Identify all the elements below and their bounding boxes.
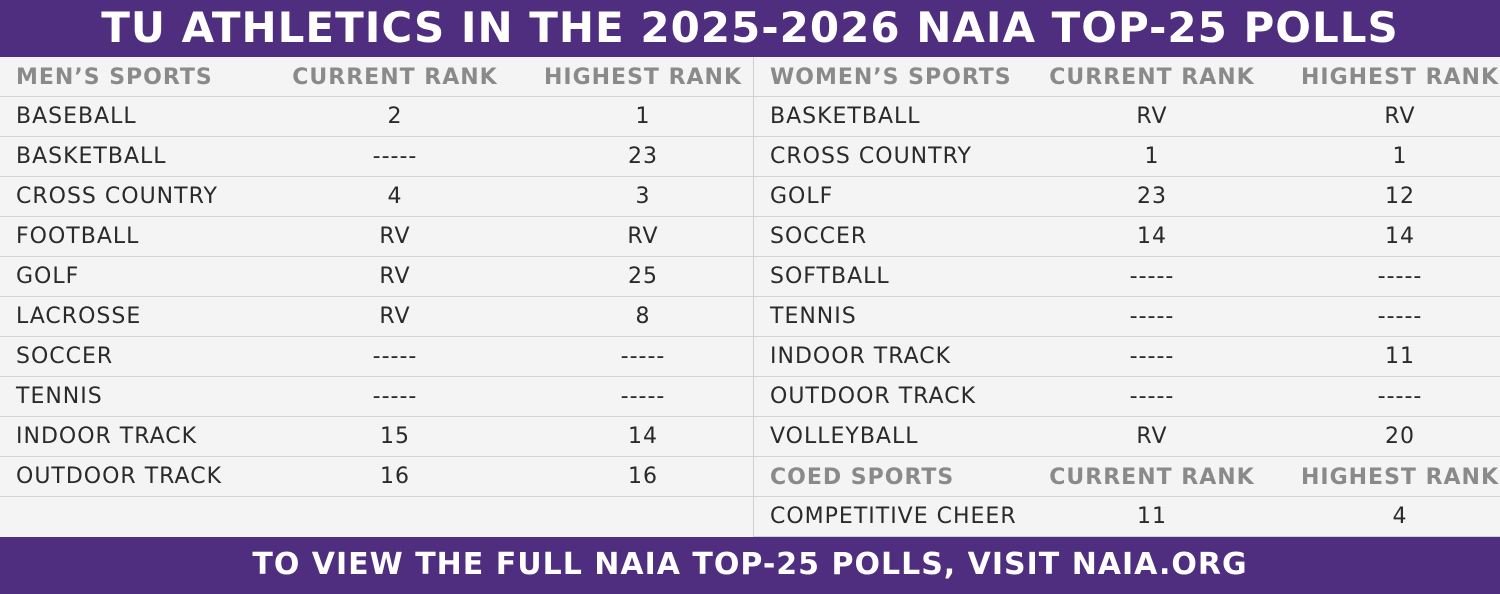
current-rank-value: RV bbox=[1136, 424, 1168, 449]
table-row: VOLLEYBALL RV 20 bbox=[754, 417, 1500, 457]
current-rank-value: RV bbox=[1136, 104, 1168, 129]
current-rank-value: 4 bbox=[387, 184, 403, 209]
column-header-current-rank: CURRENT RANK bbox=[1049, 465, 1255, 490]
mens-sports-header-row: MEN’S SPORTS CURRENT RANK HIGHEST RANK bbox=[0, 57, 753, 97]
table-row: SOFTBALL ----- ----- bbox=[754, 257, 1500, 297]
sport-name: INDOOR TRACK bbox=[16, 424, 198, 449]
sport-name: COMPETITIVE CHEER bbox=[770, 504, 1017, 529]
current-rank-value: ----- bbox=[1129, 384, 1175, 409]
page-title: TU ATHLETICS IN THE 2025-2026 NAIA TOP-2… bbox=[0, 0, 1500, 57]
highest-rank-value: ----- bbox=[620, 384, 666, 409]
highest-rank-value: 16 bbox=[628, 464, 658, 489]
mens-sports-table: MEN’S SPORTS CURRENT RANK HIGHEST RANK BASE… bbox=[0, 57, 754, 537]
column-header-current-rank: CURRENT RANK bbox=[292, 65, 498, 90]
sport-name: GOLF bbox=[16, 264, 80, 289]
table-row: INDOOR TRACK ----- 11 bbox=[754, 337, 1500, 377]
table-row: BASKETBALL ----- 23 bbox=[0, 137, 753, 177]
coed-sports-header-row: COED SPORTS CURRENT RANK HIGHEST RANK bbox=[754, 457, 1500, 497]
polls-table-area: MEN’S SPORTS CURRENT RANK HIGHEST RANK BASE… bbox=[0, 57, 1500, 537]
highest-rank-value: ----- bbox=[620, 344, 666, 369]
womens-coed-sports-table: WOMEN’S SPORTS CURRENT RANK HIGHEST RANK BA… bbox=[754, 57, 1500, 537]
current-rank-value: 14 bbox=[1137, 224, 1167, 249]
sport-name: TENNIS bbox=[16, 384, 103, 409]
column-header-sport: WOMEN’S SPORTS bbox=[770, 65, 1012, 90]
table-row: CROSS COUNTRY 1 1 bbox=[754, 137, 1500, 177]
highest-rank-value: RV bbox=[1384, 104, 1416, 129]
current-rank-value: 15 bbox=[380, 424, 410, 449]
highest-rank-value: RV bbox=[627, 224, 659, 249]
highest-rank-value: ----- bbox=[1377, 304, 1423, 329]
table-row: GOLF RV 25 bbox=[0, 257, 753, 297]
column-header-sport: MEN’S SPORTS bbox=[16, 65, 213, 90]
highest-rank-value: 12 bbox=[1385, 184, 1415, 209]
highest-rank-value: 14 bbox=[628, 424, 658, 449]
highest-rank-value: 1 bbox=[635, 104, 651, 129]
sport-name: VOLLEYBALL bbox=[770, 424, 919, 449]
table-row: GOLF 23 12 bbox=[754, 177, 1500, 217]
highest-rank-value: ----- bbox=[1377, 384, 1423, 409]
table-row: FOOTBALL RV RV bbox=[0, 217, 753, 257]
sport-name: SOCCER bbox=[16, 344, 114, 369]
table-row: INDOOR TRACK 15 14 bbox=[0, 417, 753, 457]
column-header-sport: COED SPORTS bbox=[770, 465, 955, 490]
sport-name: CROSS COUNTRY bbox=[770, 144, 972, 169]
sport-name: SOCCER bbox=[770, 224, 868, 249]
sport-name: LACROSSE bbox=[16, 304, 142, 329]
current-rank-value: ----- bbox=[1129, 344, 1175, 369]
current-rank-value: 16 bbox=[380, 464, 410, 489]
highest-rank-value: 23 bbox=[628, 144, 658, 169]
current-rank-value: RV bbox=[379, 304, 411, 329]
sport-name: BASKETBALL bbox=[16, 144, 167, 169]
current-rank-value: ----- bbox=[372, 144, 418, 169]
table-row: OUTDOOR TRACK 16 16 bbox=[0, 457, 753, 497]
current-rank-value: 23 bbox=[1137, 184, 1167, 209]
current-rank-value: RV bbox=[379, 264, 411, 289]
highest-rank-value: 8 bbox=[635, 304, 651, 329]
highest-rank-value: 25 bbox=[628, 264, 658, 289]
column-header-highest-rank: HIGHEST RANK bbox=[1300, 65, 1500, 90]
highest-rank-value: 11 bbox=[1385, 344, 1415, 369]
table-row: OUTDOOR TRACK ----- ----- bbox=[754, 377, 1500, 417]
current-rank-value: 1 bbox=[1144, 144, 1160, 169]
current-rank-value: ----- bbox=[1129, 264, 1175, 289]
footer-banner: TO VIEW THE FULL NAIA TOP-25 POLLS, VISI… bbox=[0, 537, 1500, 594]
current-rank-value: ----- bbox=[1129, 304, 1175, 329]
column-header-highest-rank: HIGHEST RANK bbox=[1300, 465, 1500, 490]
table-row: BASEBALL 2 1 bbox=[0, 97, 753, 137]
current-rank-value: RV bbox=[379, 224, 411, 249]
highest-rank-value: 1 bbox=[1392, 144, 1408, 169]
current-rank-value: 11 bbox=[1137, 504, 1167, 529]
table-row: COMPETITIVE CHEER 11 4 bbox=[754, 497, 1500, 537]
table-row: SOCCER 14 14 bbox=[754, 217, 1500, 257]
column-header-highest-rank: HIGHEST RANK bbox=[543, 65, 743, 90]
table-row: SOCCER ----- ----- bbox=[0, 337, 753, 377]
sport-name: SOFTBALL bbox=[770, 264, 890, 289]
highest-rank-value: ----- bbox=[1377, 264, 1423, 289]
sport-name: INDOOR TRACK bbox=[770, 344, 952, 369]
sport-name: CROSS COUNTRY bbox=[16, 184, 218, 209]
sport-name: TENNIS bbox=[770, 304, 857, 329]
column-header-current-rank: CURRENT RANK bbox=[1049, 65, 1255, 90]
highest-rank-value: 20 bbox=[1385, 424, 1415, 449]
table-row: TENNIS ----- ----- bbox=[0, 377, 753, 417]
table-row: BASKETBALL RV RV bbox=[754, 97, 1500, 137]
sport-name: BASKETBALL bbox=[770, 104, 921, 129]
highest-rank-value: 14 bbox=[1385, 224, 1415, 249]
table-row: TENNIS ----- ----- bbox=[754, 297, 1500, 337]
highest-rank-value: 4 bbox=[1392, 504, 1408, 529]
current-rank-value: ----- bbox=[372, 344, 418, 369]
highest-rank-value: 3 bbox=[635, 184, 651, 209]
table-row: LACROSSE RV 8 bbox=[0, 297, 753, 337]
sport-name: FOOTBALL bbox=[16, 224, 140, 249]
sport-name: OUTDOOR TRACK bbox=[16, 464, 222, 489]
sport-name: BASEBALL bbox=[16, 104, 137, 129]
current-rank-value: 2 bbox=[387, 104, 403, 129]
table-row: CROSS COUNTRY 4 3 bbox=[0, 177, 753, 217]
womens-sports-header-row: WOMEN’S SPORTS CURRENT RANK HIGHEST RANK bbox=[754, 57, 1500, 97]
sport-name: GOLF bbox=[770, 184, 834, 209]
sport-name: OUTDOOR TRACK bbox=[770, 384, 976, 409]
current-rank-value: ----- bbox=[372, 384, 418, 409]
